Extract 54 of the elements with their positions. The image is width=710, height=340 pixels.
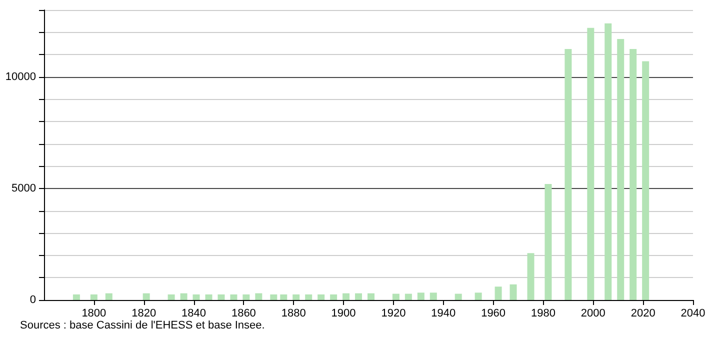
bar [105,293,112,300]
bar [367,293,374,300]
bar [168,294,175,300]
bar [180,293,188,300]
bar [255,293,262,300]
x-tick-label: 2020 [630,308,656,320]
bar [454,294,462,300]
bar [270,294,278,300]
bar [617,39,624,300]
bar [417,292,424,300]
x-tick-label: 1840 [182,308,206,320]
bar [218,294,225,300]
bar [544,184,552,300]
bar [604,23,612,300]
bar [142,293,150,300]
x-tick-label: 1820 [132,308,156,320]
bar [342,293,350,300]
bar [192,294,200,300]
bar [330,294,338,300]
bar [510,284,517,300]
bar [305,294,312,300]
x-tick-label: 2000 [580,308,606,320]
y-tick-label: 5000 [12,182,36,194]
x-tick-label: 1860 [231,308,256,320]
x-tick-label: 1920 [381,308,406,320]
bar [90,294,98,300]
bar [392,294,400,300]
y-tick-label: 10000 [5,70,36,83]
bar [474,292,482,300]
bar [355,293,362,300]
x-tick-label: 2040 [680,308,706,320]
bar [404,294,412,300]
bar [587,28,594,300]
bar [630,49,637,300]
bar [72,294,80,300]
bar [318,294,325,300]
bar [242,294,250,300]
bar [527,253,534,300]
source-note: Sources : base Cassini de l'EHESS et base Insee. [20,320,265,332]
bar [205,294,212,300]
bar [280,294,288,300]
bar [494,286,502,300]
x-tick-label: 1960 [481,308,506,320]
bar [430,292,437,300]
bar [230,294,238,300]
bar [292,294,300,300]
y-tick-label: 0 [30,294,36,306]
bar [642,61,650,300]
x-tick-label: 1980 [530,308,556,320]
x-tick-label: 1940 [431,308,456,320]
x-tick-label: 1900 [331,308,356,320]
bar [564,49,572,300]
x-tick-label: 1880 [281,308,306,320]
x-tick-label: 1800 [82,308,106,320]
